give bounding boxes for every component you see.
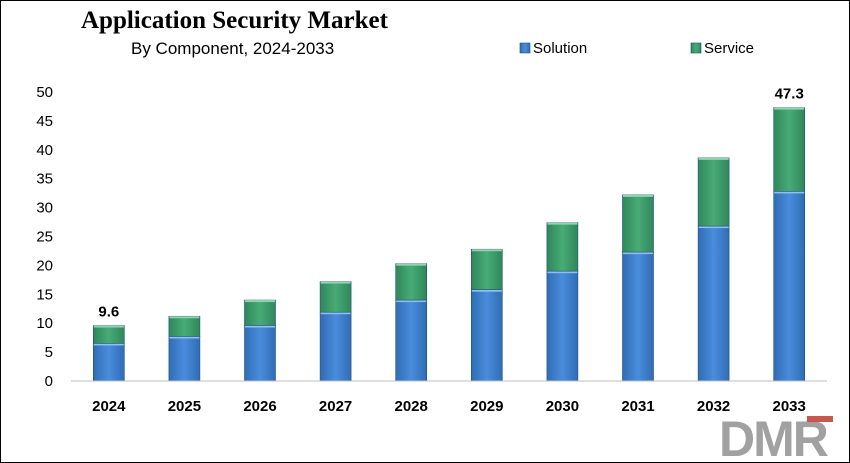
y-tick-label: 45	[36, 113, 53, 130]
bar-top-highlight	[547, 222, 578, 225]
chart-title: Application Security Market	[81, 7, 388, 34]
bar-solution-2028	[395, 299, 428, 382]
bar-top-highlight	[471, 249, 502, 252]
data-labels: 9.6 47.3	[98, 86, 803, 321]
bar-service-2031	[622, 194, 654, 253]
x-tick-label: 2031	[621, 398, 654, 415]
bar-top-highlight	[245, 325, 275, 328]
bar-service-2026	[244, 299, 276, 326]
bar-solution-2029	[470, 289, 503, 382]
y-axis: 0 5 10 15 20 25 30 35 40 45 50	[36, 84, 53, 390]
bars	[93, 107, 806, 382]
bar-top-highlight	[245, 300, 275, 303]
bar-top-highlight	[93, 325, 124, 328]
y-tick-label: 5	[45, 344, 53, 361]
x-tick-label: 2029	[470, 398, 503, 415]
y-tick-label: 0	[45, 373, 53, 390]
bar-solution-2032	[697, 225, 730, 382]
bar-service-2024	[93, 325, 125, 344]
x-tick-label: 2032	[697, 398, 730, 415]
legend-label-service: Service	[704, 40, 754, 57]
legend-label-solution: Solution	[533, 40, 587, 57]
y-tick-label: 30	[36, 200, 53, 217]
legend: Solution Service	[519, 40, 754, 57]
bar-service-2032	[697, 157, 730, 227]
bar-service-2030	[546, 222, 579, 272]
bar-top-highlight	[698, 157, 729, 160]
bar-solution-2026	[244, 325, 276, 382]
y-tick-label: 40	[36, 142, 53, 159]
x-tick-label: 2024	[92, 398, 126, 415]
y-tick-label: 20	[36, 257, 53, 274]
bar-top-highlight	[623, 252, 653, 255]
bar-service-2033	[773, 107, 806, 192]
x-tick-label: 2028	[395, 398, 428, 415]
bar-top-highlight	[320, 312, 351, 315]
logo-accent	[807, 416, 833, 422]
x-tick-label: 2026	[243, 398, 276, 415]
y-tick-label: 35	[36, 171, 53, 188]
bar-top-highlight	[169, 336, 200, 339]
bar-top-highlight	[320, 281, 351, 284]
bar-top-highlight	[471, 289, 502, 292]
y-tick-label: 25	[36, 229, 53, 246]
bar-top-highlight	[698, 226, 729, 229]
y-tick-label: 50	[36, 84, 53, 101]
bar-top-highlight	[547, 271, 578, 274]
dmr-logo: DMR	[719, 411, 833, 462]
x-axis: 2024 2025 2026 2027 2028 2029 2030 2031 2032 2033	[71, 380, 827, 415]
bar-solution-2025	[168, 336, 201, 382]
x-tick-label: 2027	[319, 398, 352, 415]
legend-swatch-solution	[519, 42, 531, 54]
bar-top-highlight	[169, 316, 200, 319]
data-label-2024: 9.6	[98, 304, 119, 321]
bar-solution-2027	[319, 311, 352, 382]
bar-solution-2033	[773, 191, 806, 382]
data-label-2033: 47.3	[775, 86, 804, 103]
x-tick-label: 2033	[773, 398, 806, 415]
bar-service-2027	[319, 281, 352, 313]
bar-service-2028	[395, 263, 428, 301]
bar-top-highlight	[396, 263, 427, 266]
bar-top-highlight	[774, 107, 805, 110]
chart-subtitle: By Component, 2024-2033	[131, 39, 335, 58]
bar-service-2029	[470, 248, 503, 290]
bar-solution-2031	[622, 251, 654, 382]
bar-solution-2030	[546, 270, 579, 382]
bar-service-2025	[168, 315, 201, 337]
bar-top-highlight	[396, 300, 427, 303]
bar-solution-2024	[93, 343, 125, 382]
bar-top-highlight	[93, 343, 124, 346]
bar-top-highlight	[623, 194, 653, 197]
x-tick-label: 2030	[546, 398, 579, 415]
x-tick-label: 2025	[168, 398, 201, 415]
bar-top-highlight	[774, 191, 805, 194]
y-tick-label: 10	[36, 315, 53, 332]
y-tick-label: 15	[36, 286, 53, 303]
legend-swatch-service	[690, 42, 702, 54]
